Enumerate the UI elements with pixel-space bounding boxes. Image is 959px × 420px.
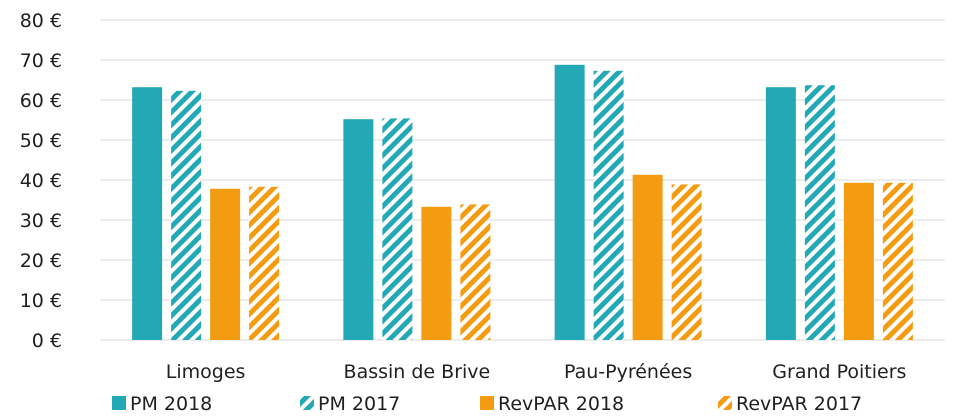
bar-pm-2018-limoges (132, 87, 163, 340)
bar-revpar-2017-pau-pyrenees (671, 184, 702, 340)
y-tick-label: 30 € (20, 210, 62, 232)
y-axis-tick-labels: 0 € 10 € 20 € 30 € 40 € 50 € 60 € 70 € 80 € (20, 10, 62, 352)
y-tick-label: 50 € (20, 130, 62, 152)
x-category-label: Pau-Pyrénées (564, 361, 692, 383)
y-tick-label: 10 € (20, 290, 62, 312)
bar-revpar-2018-bassin-de-brive (421, 206, 452, 340)
y-tick-label: 70 € (20, 50, 62, 72)
y-tick-label: 20 € (20, 250, 62, 272)
legend-swatch (112, 396, 126, 410)
bar-revpar-2018-grand-poitiers (843, 182, 874, 340)
bar-revpar-2018-limoges (210, 188, 241, 340)
gridlines (100, 19, 945, 341)
x-category-label: Bassin de Brive (344, 361, 491, 383)
bars (132, 64, 913, 341)
bar-revpar-2018-pau-pyrenees (632, 174, 663, 340)
bar-pm-2017-grand-poitiers (804, 85, 835, 340)
legend-item-pm-2017: PM 2017 (300, 393, 400, 415)
y-tick-label: 80 € (20, 10, 62, 32)
bar-pm-2017-bassin-de-brive (382, 118, 413, 341)
legend-item-revpar-2017: RevPAR 2017 (718, 393, 862, 415)
bar-pm-2018-grand-poitiers (765, 87, 796, 340)
legend-label: RevPAR 2017 (736, 393, 862, 415)
y-tick-label: 0 € (32, 330, 62, 352)
legend-swatch (480, 396, 494, 410)
legend-item-revpar-2018: RevPAR 2018 (480, 393, 624, 415)
bar-pm-2018-pau-pyrenees (554, 64, 585, 341)
x-category-label: Limoges (166, 361, 246, 383)
bar-pm-2017-limoges (171, 90, 202, 340)
legend-label: RevPAR 2018 (498, 393, 624, 415)
y-tick-label: 60 € (20, 90, 62, 112)
bar-revpar-2017-bassin-de-brive (460, 204, 491, 340)
x-category-label: Grand Poitiers (772, 361, 906, 383)
y-tick-label: 40 € (20, 170, 62, 192)
bar-pm-2018-bassin-de-brive (343, 119, 374, 340)
legend-label: PM 2018 (130, 393, 212, 415)
x-axis-category-labels: Limoges Bassin de Brive Pau-Pyrénées Grand … (166, 361, 907, 383)
legend-swatch (300, 396, 314, 410)
legend-swatch (718, 396, 732, 410)
legend-item-pm-2018: PM 2018 (112, 393, 212, 415)
bar-revpar-2017-grand-poitiers (882, 182, 913, 340)
bar-revpar-2017-limoges (249, 186, 280, 340)
legend-label: PM 2017 (318, 393, 400, 415)
legend: PM 2018 PM 2017 RevPAR 2018 RevPAR 2017 (112, 393, 862, 415)
bar-pm-2017-pau-pyrenees (593, 70, 624, 341)
